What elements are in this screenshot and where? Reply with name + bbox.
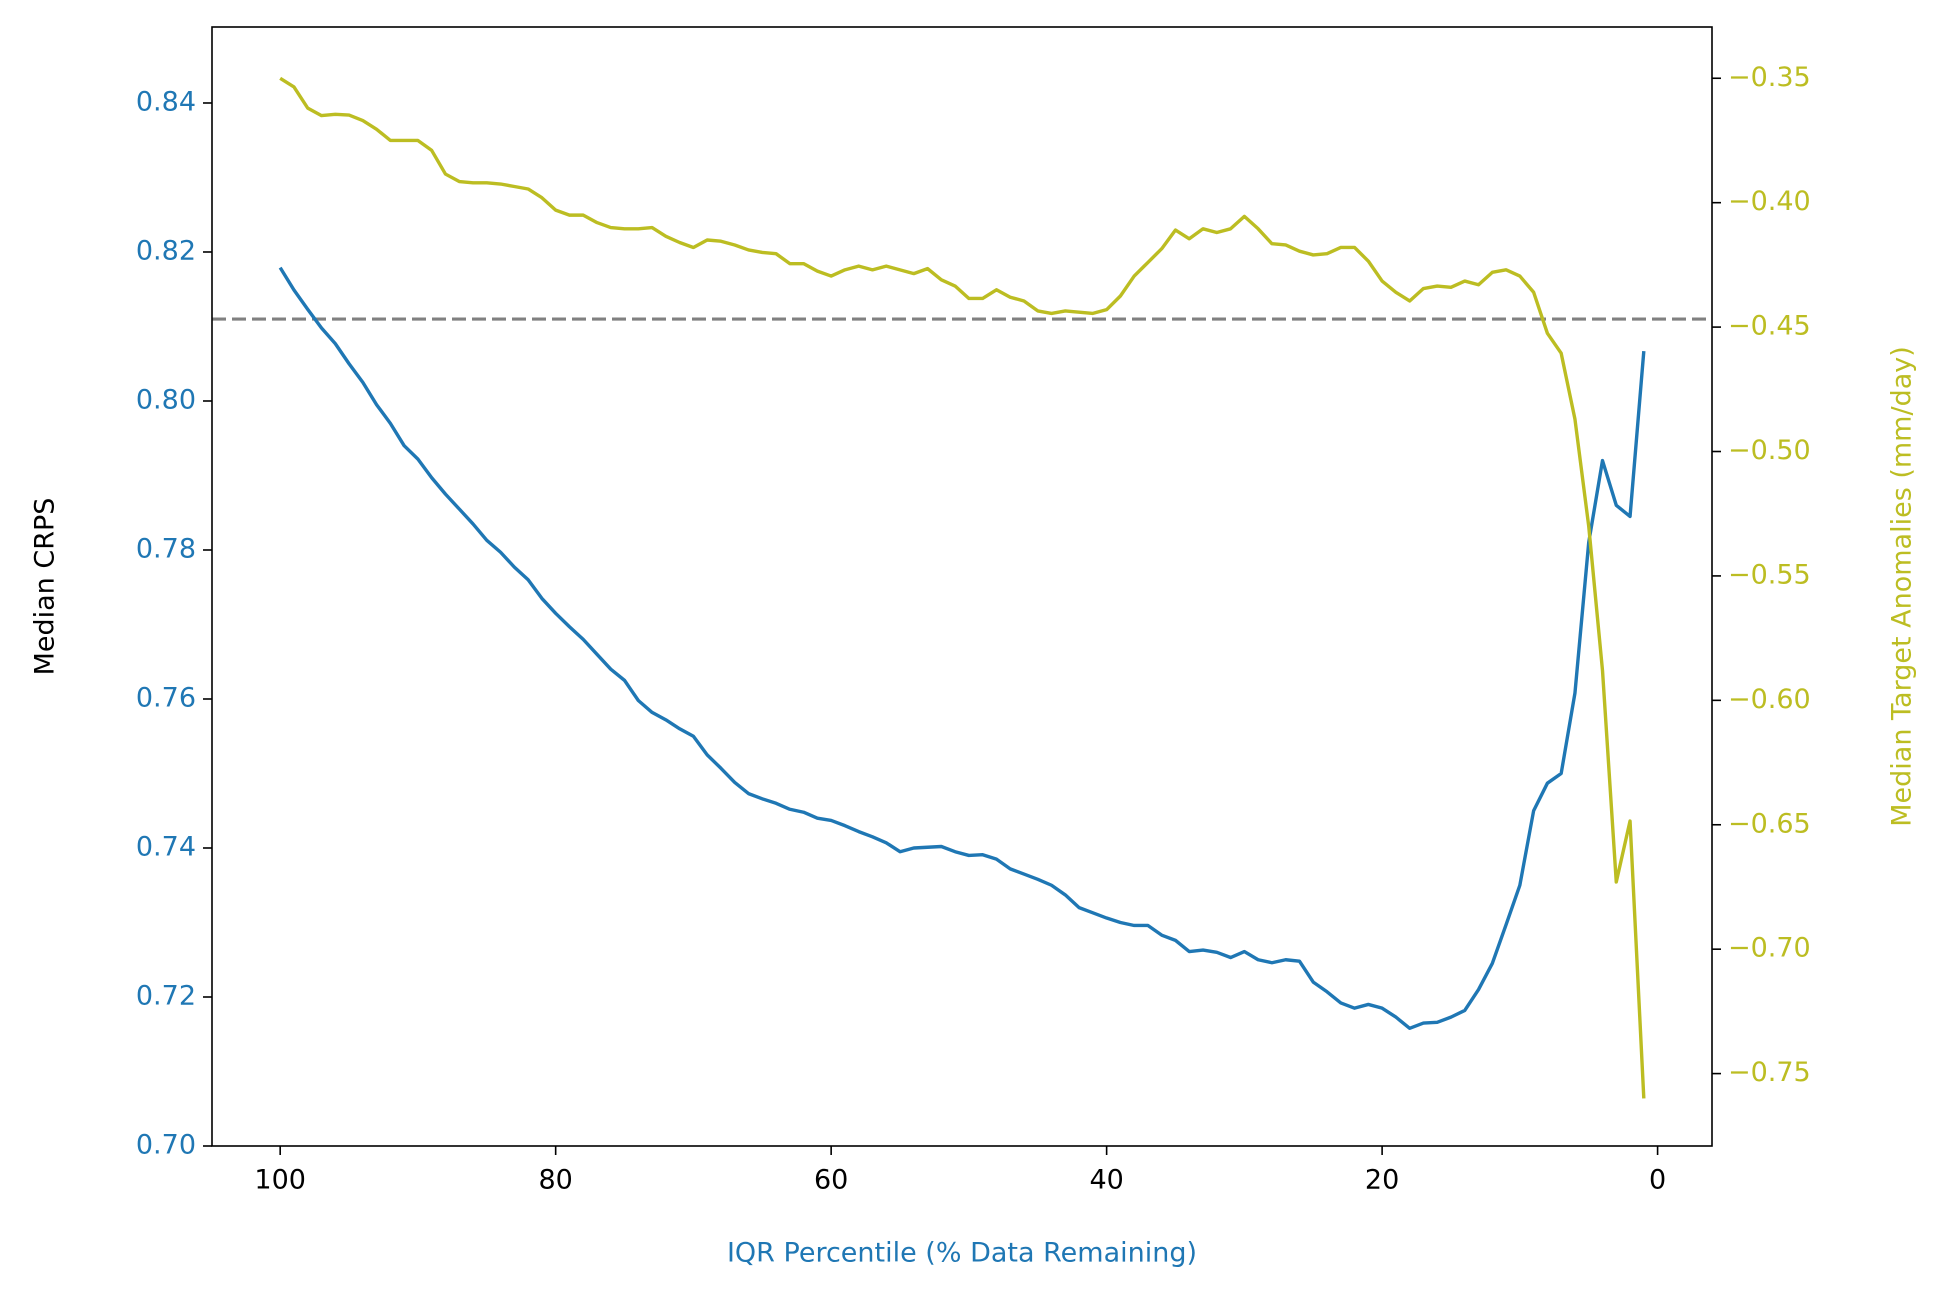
y2-tick-label: −0.35 <box>1728 62 1811 93</box>
x-tick-label: 40 <box>1089 1165 1123 1196</box>
x-tick-label: 0 <box>1649 1165 1666 1196</box>
y-tick-label: 0.78 <box>136 533 196 564</box>
y-tick-label: 0.80 <box>136 384 196 415</box>
y2-tick-label: −0.65 <box>1728 808 1811 839</box>
y-tick-label: 0.76 <box>136 682 196 713</box>
y-tick-label: 0.74 <box>136 831 196 862</box>
x-tick-label: 60 <box>814 1165 848 1196</box>
y2-tick-label: −0.40 <box>1728 186 1811 217</box>
y2-axis-label: Median Target Anomalies (mm/day) <box>1887 346 1918 827</box>
x-axis-label: IQR Percentile (% Data Remaining) <box>727 1238 1197 1269</box>
y-tick-label: 0.72 <box>136 980 196 1011</box>
y2-tick-label: −0.50 <box>1728 435 1811 466</box>
y2-tick-label: −0.60 <box>1728 684 1811 715</box>
x-tick-label: 100 <box>254 1165 306 1196</box>
line-series <box>278 266 1646 1030</box>
x-tick-label: 20 <box>1365 1165 1399 1196</box>
y2-tick-label: −0.75 <box>1728 1057 1811 1088</box>
x-tick-label: 80 <box>538 1165 572 1196</box>
y2-tick-label: −0.55 <box>1728 559 1811 590</box>
line-series <box>279 76 1646 1099</box>
y2-tick-label: −0.70 <box>1728 933 1811 964</box>
y-tick-label: 0.70 <box>136 1130 196 1161</box>
y-tick-label: 0.84 <box>136 86 196 117</box>
y2-tick-label: −0.45 <box>1728 311 1811 342</box>
y-axis-label: Median CRPS <box>30 498 61 676</box>
plot-frame <box>211 26 1713 1147</box>
y-tick-label: 0.82 <box>136 235 196 266</box>
